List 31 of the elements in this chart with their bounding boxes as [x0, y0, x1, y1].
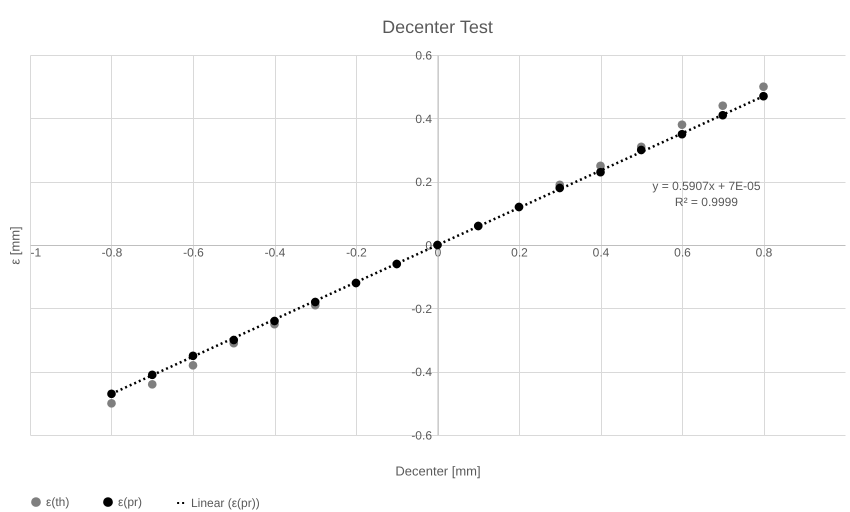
legend-label: ε(pr)	[118, 495, 142, 510]
chart-title: Decenter Test	[382, 17, 493, 37]
y-tick-label: 0.6	[415, 48, 432, 62]
point	[188, 361, 198, 370]
x-tick-label: -0.2	[346, 246, 368, 260]
x-axis-title: Decenter [mm]	[395, 464, 481, 478]
point	[678, 120, 686, 129]
y-tick-label: -0.2	[411, 302, 432, 316]
annotation: R² = 0.9999	[674, 195, 738, 210]
legend-label: ε(th)	[46, 495, 70, 510]
point	[148, 380, 157, 389]
point	[107, 399, 116, 408]
x-tick-label: -0.4	[264, 246, 286, 260]
point	[107, 390, 116, 398]
y-tick-label: -0.6	[411, 428, 432, 442]
y-axis-title: ε [mm]	[8, 226, 22, 265]
x-tick-label: -0.8	[102, 246, 123, 260]
y-tick-label: 0.4	[415, 112, 432, 126]
point	[759, 92, 768, 100]
x-tick-label: 0.8	[756, 246, 773, 260]
x-tick-label: -0.6	[183, 246, 204, 260]
point	[759, 82, 768, 91]
annotation: y = 0.5907x + 7E-05	[652, 179, 761, 194]
x-tick-label: 0.4	[592, 246, 610, 260]
y-tick-label: 0.2	[415, 175, 432, 190]
legend-label: Linear (ε(pr))	[191, 496, 260, 510]
x-tick-label: 0.2	[511, 246, 528, 260]
y-tick-label: -0.4	[411, 365, 432, 380]
x-tick-label: -1	[30, 246, 42, 260]
point	[718, 101, 728, 110]
x-tick-label: 0.6	[674, 246, 692, 260]
